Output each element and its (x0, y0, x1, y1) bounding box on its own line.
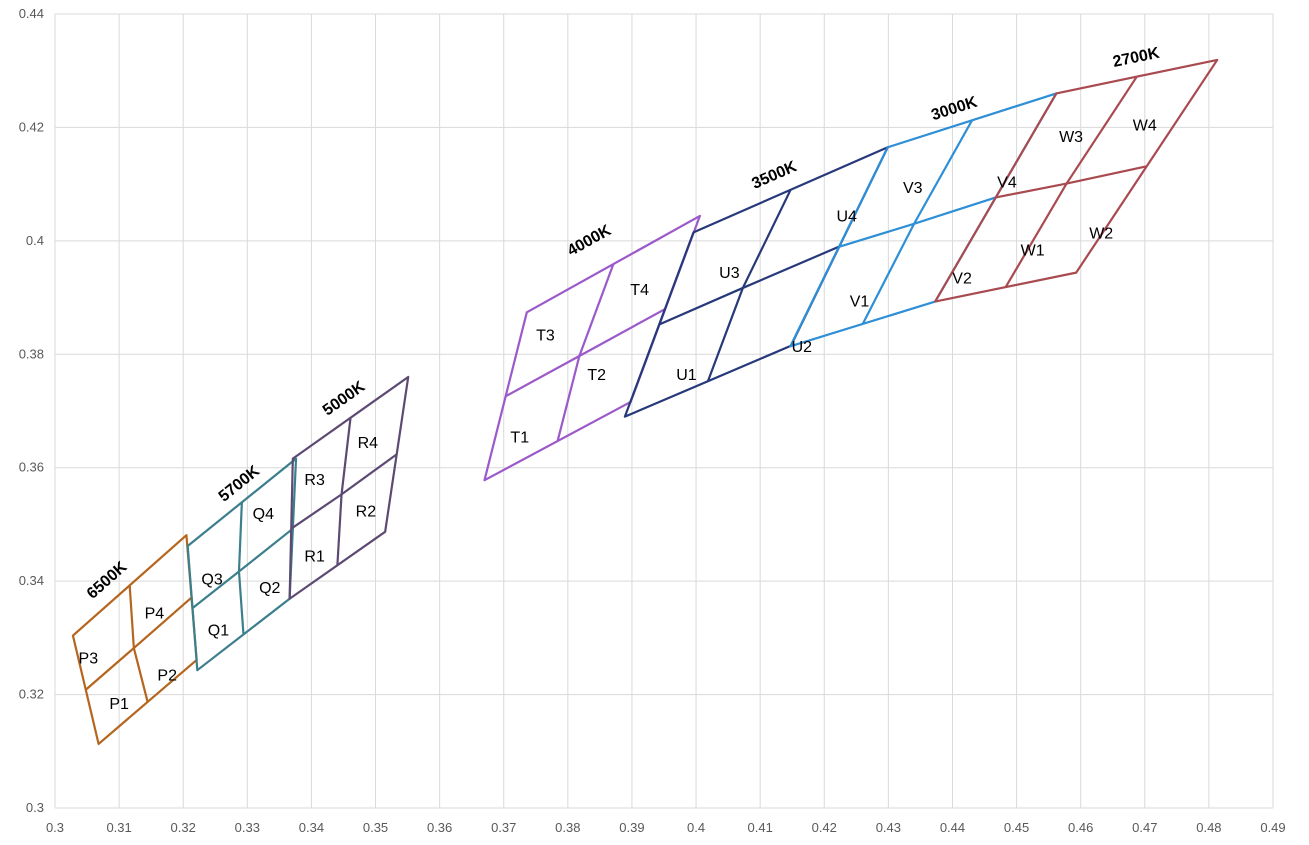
divider-horizontal-3000k (838, 196, 997, 248)
bin-label-u3: U3 (719, 265, 740, 282)
quadrangle-5000k (288, 375, 410, 600)
divider-horizontal-6500k (85, 596, 193, 691)
x-tick-label-0-33: 0.33 (235, 820, 260, 835)
divider-horizontal-4000k (505, 307, 666, 398)
divider-horizontal-5000k (290, 453, 398, 530)
x-tick-label-0-37: 0.37 (491, 820, 516, 835)
bin-label-r4: R4 (358, 435, 379, 452)
bin-label-u4: U4 (836, 208, 857, 225)
bin-label-p2: P2 (157, 668, 177, 685)
bin-label-w1: W1 (1021, 242, 1045, 259)
x-tick-label-0-45: 0.45 (1004, 820, 1029, 835)
y-axis-ticks: 0.3 0.32 0.34 0.36 0.38 0.4 0.42 0.44 (19, 6, 44, 815)
bin-label-v1: V1 (850, 293, 870, 310)
x-tick-label-0-46: 0.46 (1068, 820, 1093, 835)
quadrangle-2700k (934, 58, 1219, 303)
x-tick-label-0-43: 0.43 (876, 820, 901, 835)
x-tick-label-0-3: 0.3 (46, 820, 64, 835)
bin-label-t2: T2 (587, 367, 606, 384)
gridlines (54, 13, 1274, 809)
y-tick-label-0-34: 0.34 (19, 573, 44, 588)
bin-quadrangles (71, 58, 1219, 746)
bin-label-v4: V4 (997, 174, 1017, 191)
bin-group-6500k (71, 534, 198, 746)
x-tick-label-0-41: 0.41 (748, 820, 773, 835)
bin-label-p4: P4 (145, 605, 165, 622)
x-tick-label-0-35: 0.35 (363, 820, 388, 835)
x-tick-label-0-44: 0.44 (940, 820, 965, 835)
bin-group-5000k (288, 375, 410, 600)
bin-label-v2: V2 (952, 271, 972, 288)
y-tick-label-0-32: 0.32 (19, 687, 44, 702)
bin-label-t4: T4 (630, 282, 649, 299)
bin-label-r3: R3 (304, 472, 325, 489)
bin-label-r1: R1 (304, 549, 325, 566)
divider-horizontal-5700k (191, 527, 294, 609)
x-tick-label-0-32: 0.32 (171, 820, 196, 835)
x-tick-label-0-39: 0.39 (619, 820, 644, 835)
y-tick-label-0-36: 0.36 (19, 460, 44, 475)
bin-group-2700k (934, 58, 1219, 303)
x-tick-label-0-47: 0.47 (1132, 820, 1157, 835)
x-tick-label-0-42: 0.42 (812, 820, 837, 835)
x-tick-label-0-34: 0.34 (299, 820, 324, 835)
y-tick-label-0-44: 0.44 (19, 6, 44, 21)
bin-label-w3: W3 (1059, 129, 1083, 146)
x-tick-label-0-4: 0.4 (687, 820, 705, 835)
cct-label-6500k: 6500K (84, 558, 131, 602)
y-tick-label-0-42: 0.42 (19, 119, 44, 134)
y-tick-label-0-3: 0.3 (26, 800, 44, 815)
bin-label-q4: Q4 (253, 506, 274, 523)
bin-label-w2: W2 (1089, 225, 1113, 242)
quadrangle-6500k (71, 534, 198, 746)
bin-label-u1: U1 (676, 367, 697, 384)
bin-label-q1: Q1 (208, 622, 229, 639)
x-tick-label-0-38: 0.38 (555, 820, 580, 835)
bin-label-p1: P1 (109, 696, 129, 713)
bin-labels: 6500K P1 P2 P3 P4 5700K Q1 Q2 Q3 Q4 5000K R1 R2 R3 R4 4… (79, 45, 1162, 713)
bin-label-t1: T1 (510, 430, 529, 447)
bin-label-p3: P3 (79, 651, 99, 668)
bin-label-q3: Q3 (201, 571, 222, 588)
divider-horizontal-3500k (658, 245, 840, 326)
bin-label-w4: W4 (1133, 118, 1157, 135)
cct-label-3500k: 3500K (749, 158, 799, 193)
cct-label-4000k: 4000K (565, 222, 615, 260)
bin-label-r2: R2 (356, 503, 377, 520)
x-tick-label-0-36: 0.36 (427, 820, 452, 835)
cct-label-5700k: 5700K (216, 462, 264, 505)
bin-label-v3: V3 (903, 180, 923, 197)
x-tick-label-0-48: 0.48 (1196, 820, 1221, 835)
cct-label-2700k: 2700K (1111, 45, 1161, 71)
x-tick-label-0-31: 0.31 (106, 820, 131, 835)
bin-label-q2: Q2 (259, 580, 280, 597)
y-tick-label-0-38: 0.38 (19, 346, 44, 361)
y-tick-label-0-4: 0.4 (26, 233, 44, 248)
cct-label-5000k: 5000K (320, 378, 369, 419)
bin-label-t3: T3 (536, 327, 555, 344)
bin-label-u2: U2 (792, 339, 813, 356)
divider-horizontal-2700k (995, 165, 1147, 199)
x-axis-ticks: 0.3 0.31 0.32 0.33 0.34 0.35 0.36 0.37 0.38 0.39 0… (46, 820, 1286, 835)
x-tick-label-0-49: 0.49 (1260, 820, 1285, 835)
